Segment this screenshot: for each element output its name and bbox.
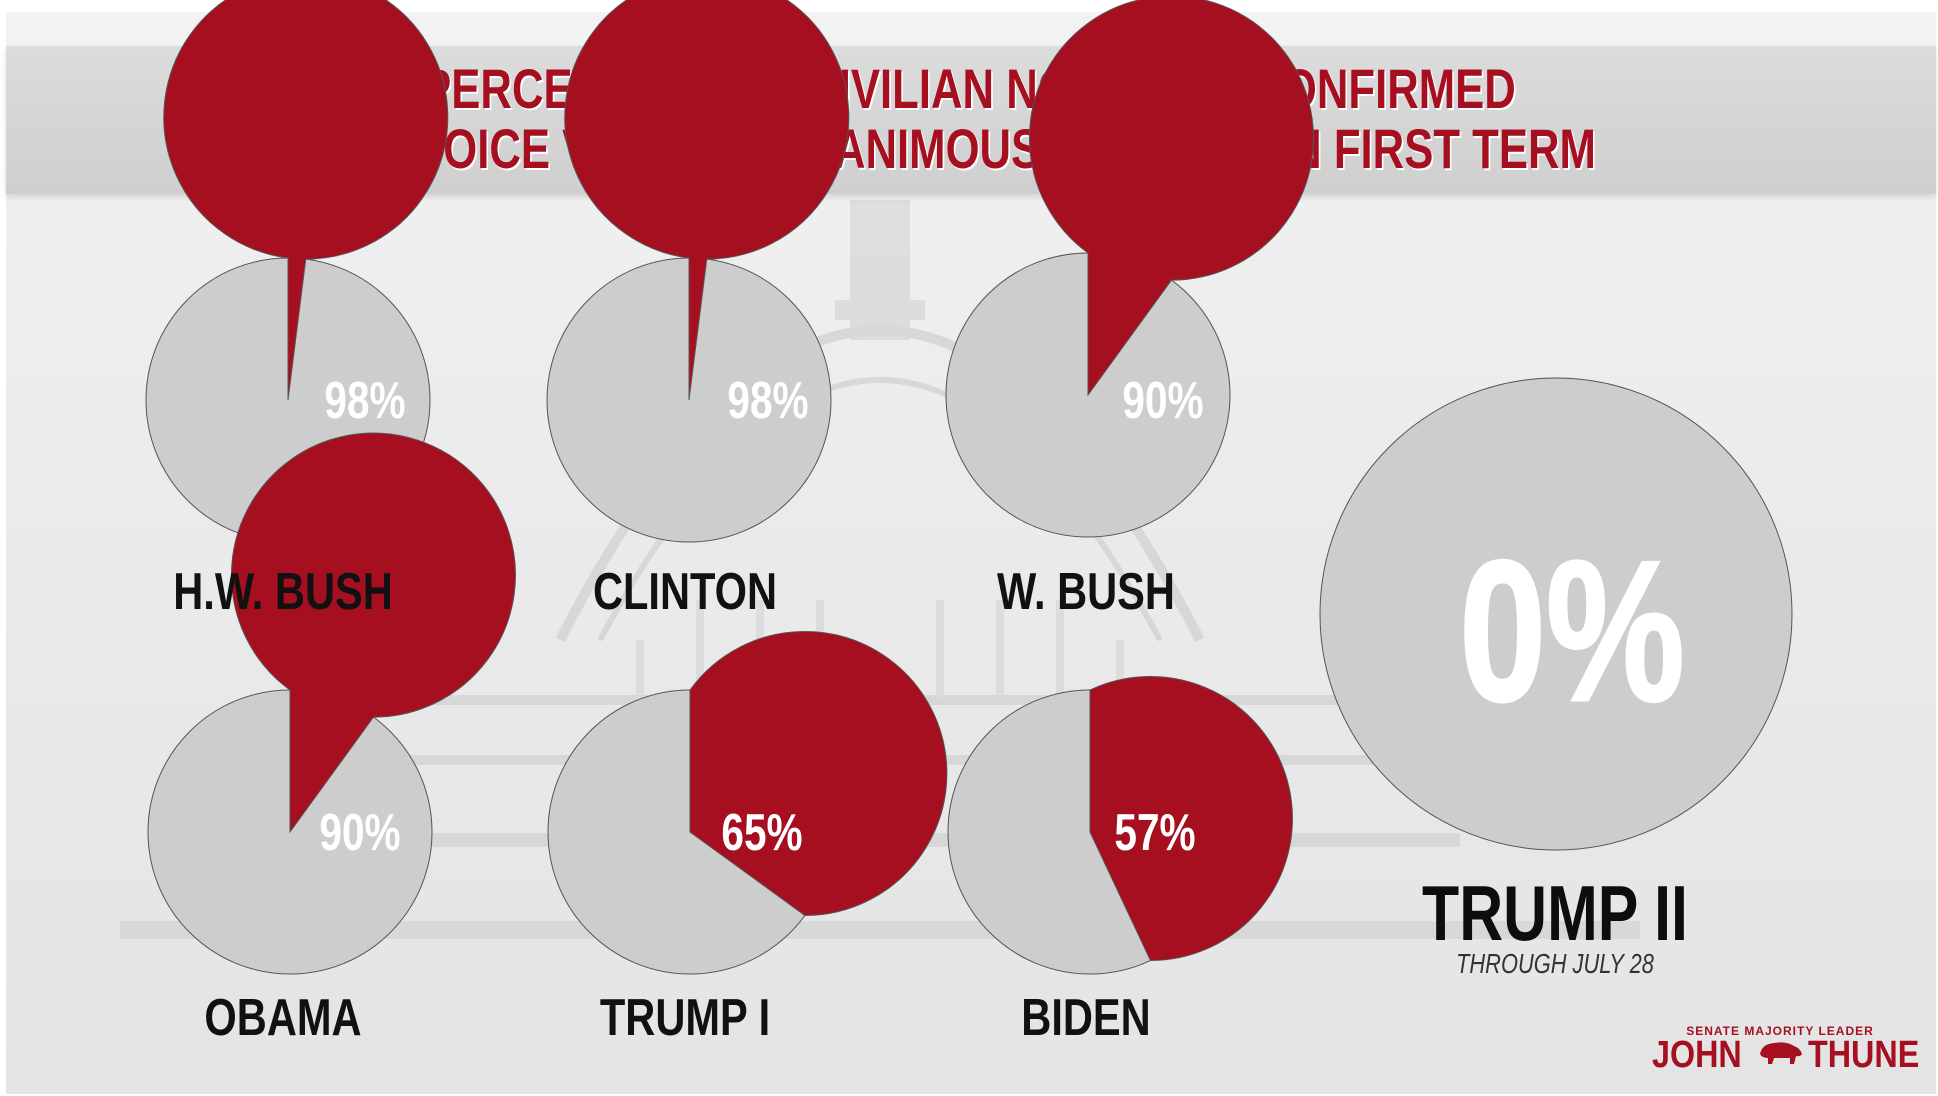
pie-slice-hw-bush [163, 0, 449, 401]
pie-remainder-trump-ii [1319, 377, 1793, 851]
pie-name-hw-bush: H.W. BUSH [173, 563, 393, 621]
pie-slice-biden [1089, 676, 1293, 961]
chart-title-line-2: BY VOICE VOTE OR UNANIMOUS CONSENT IN FI… [342, 117, 1596, 180]
pie-value-label-hw-bush: 98% [324, 371, 405, 429]
pie-name-w-bush: W. BUSH [997, 563, 1175, 621]
pie-value-label-trump-i: 65% [721, 803, 802, 861]
pie-value-label-clinton: 98% [727, 371, 808, 429]
pie-name-trump-i: TRUMP I [599, 989, 771, 1047]
bison-icon [1760, 1042, 1802, 1064]
pie-name-biden: BIDEN [1021, 989, 1151, 1047]
pie-slice-trump-i [689, 631, 948, 916]
logo-caption: SENATE MAJORITY LEADER [1686, 1024, 1874, 1038]
logo-last-name: THUNE [1808, 1034, 1920, 1076]
pie-name-obama: OBAMA [204, 989, 362, 1047]
pie-slice-obama [231, 432, 516, 834]
logo-first-name: JOHN [1652, 1034, 1742, 1076]
pie-name-clinton: CLINTON [592, 563, 778, 621]
pie-value-label-biden: 57% [1114, 803, 1195, 861]
trump-ii-note: THROUGH JULY 28 [1456, 948, 1654, 979]
pie-value-label-w-bush: 90% [1122, 371, 1203, 429]
pie-name-trump-ii: TRUMP II [1422, 869, 1688, 957]
pie-slice-w-bush [1029, 0, 1314, 397]
pie-slice-clinton [564, 0, 850, 401]
pie-value-label-trump-ii: 0% [1459, 520, 1684, 743]
pie-value-label-obama: 90% [319, 803, 400, 861]
